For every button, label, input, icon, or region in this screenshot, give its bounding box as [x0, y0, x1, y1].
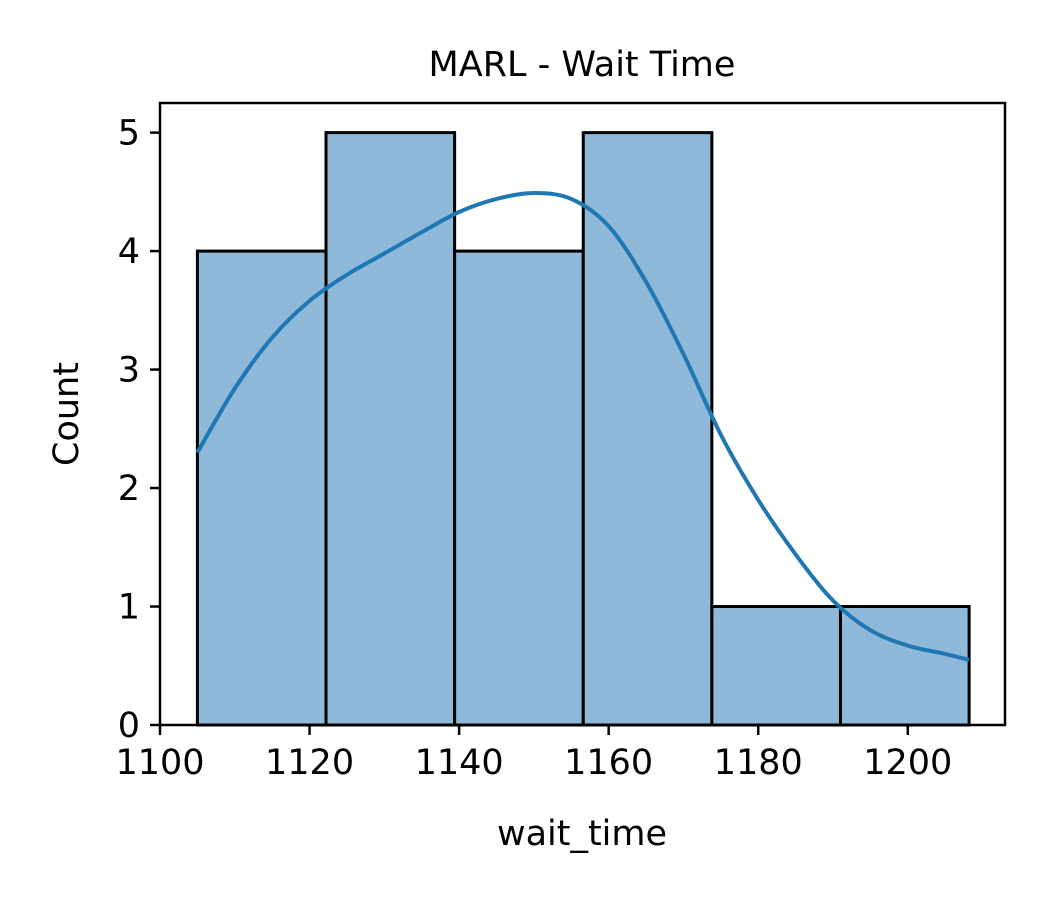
histogram-bar-4	[581, 131, 714, 727]
x-tick-label: 1160	[564, 743, 653, 783]
x-tick-label: 1100	[115, 743, 204, 783]
histogram-bar-3	[453, 249, 585, 727]
x-axis-label: wait_time	[497, 814, 667, 854]
y-tick-label: 5	[118, 114, 140, 154]
y-tick-label: 1	[118, 588, 140, 628]
x-tick-label: 1180	[714, 743, 803, 783]
x-tick-label: 1200	[863, 743, 952, 783]
histogram-bar-5	[710, 605, 842, 727]
histogram-bar-1	[195, 249, 328, 727]
y-tick-label: 3	[118, 351, 140, 391]
kde-curve	[195, 191, 970, 662]
histogram-bar-2	[324, 131, 457, 727]
bars-group	[195, 131, 971, 727]
y-axis-label: Count	[47, 362, 87, 466]
y-axis-ticks: 0 1 2 3 4 5	[118, 114, 160, 746]
x-tick-label: 1140	[415, 743, 504, 783]
chart-title: MARL - Wait Time	[429, 45, 736, 85]
y-tick-label: 2	[118, 469, 140, 509]
x-tick-label: 1120	[265, 743, 354, 783]
y-tick-label: 4	[118, 232, 140, 272]
plot-frame	[158, 101, 1007, 727]
x-axis-ticks: 1100 1120 1140 1160 1180 1200	[115, 725, 952, 783]
y-tick-label: 0	[118, 706, 140, 746]
